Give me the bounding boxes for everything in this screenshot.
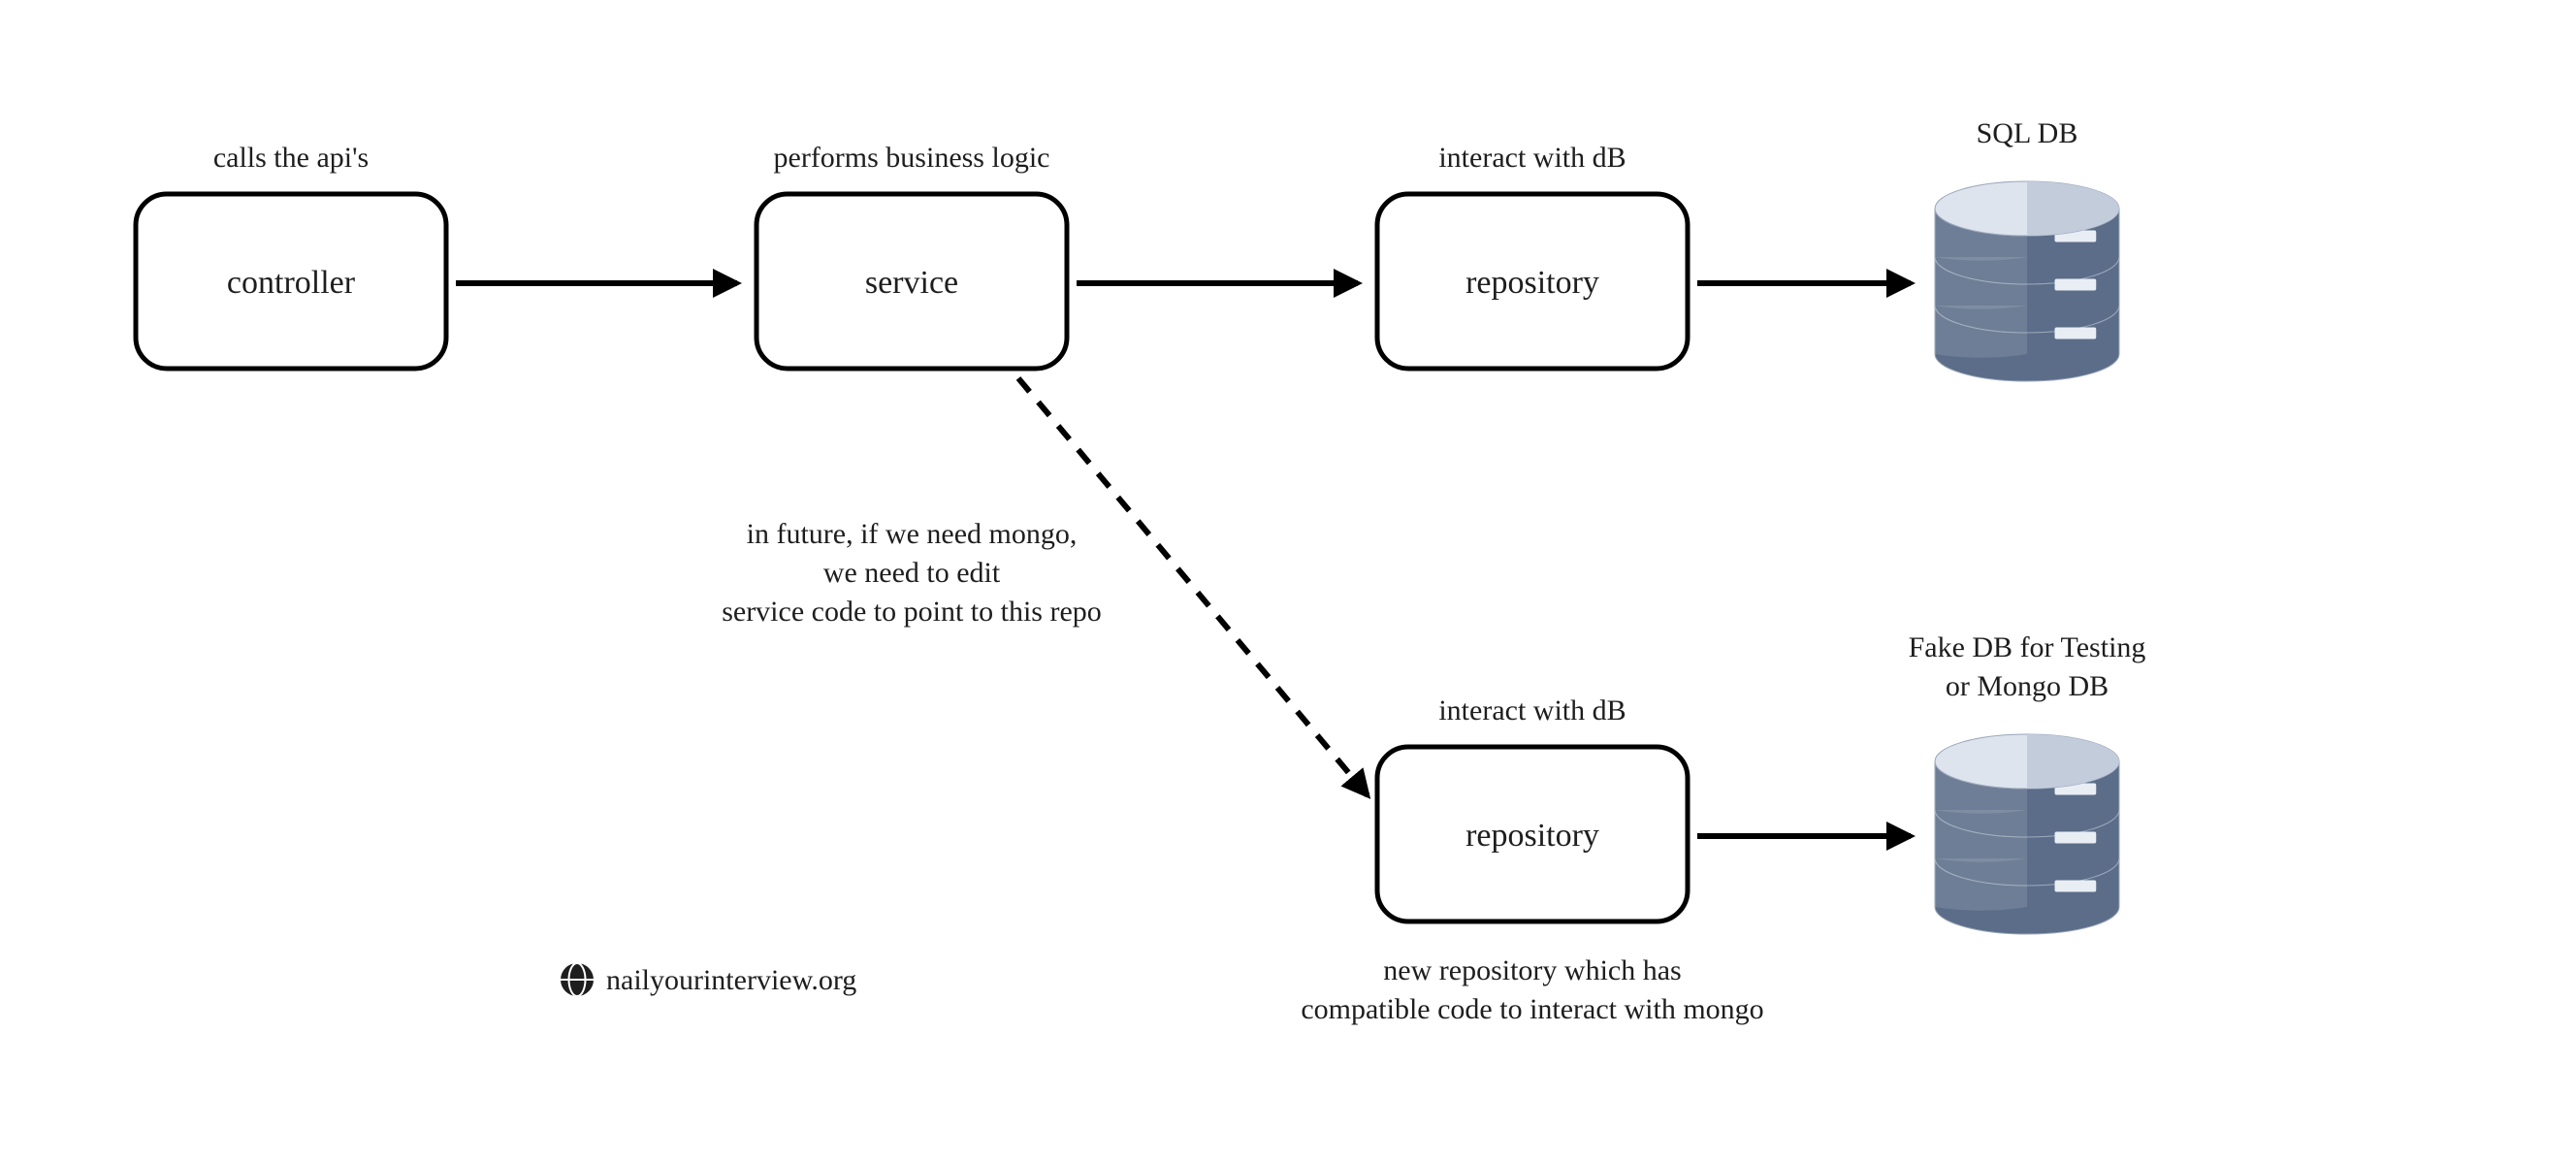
repo2-label: repository [1465, 818, 1599, 854]
repo2-caption: interact with dB [1438, 694, 1626, 726]
repo2-below-caption-2: compatible code to interact with mongo [1301, 993, 1763, 1025]
arrow-a4 [1018, 378, 1368, 795]
service-caption: performs business logic [774, 142, 1050, 174]
sql-database-icon [1935, 181, 2119, 381]
future-note-line3: service code to point to this repo [722, 596, 1102, 628]
future-note-line1: in future, if we need mongo, [747, 518, 1078, 550]
repo1-caption: interact with dB [1438, 142, 1626, 174]
service-label: service [865, 265, 958, 301]
controller-label: controller [227, 265, 356, 301]
mongo-database-icon [1935, 734, 2119, 934]
sql-caption: SQL DB [1977, 117, 2078, 149]
mongo-caption-1: Fake DB for Testing [1909, 631, 2146, 663]
repo2-below-caption-1: new repository which has [1383, 954, 1681, 986]
mongo-caption-2: or Mongo DB [1946, 670, 2109, 702]
future-note-line2: we need to edit [823, 557, 1001, 589]
repo1-label: repository [1465, 265, 1599, 301]
watermark: nailyourinterview.org [561, 963, 856, 996]
watermark-text: nailyourinterview.org [606, 964, 856, 996]
controller-caption: calls the api's [213, 142, 369, 174]
